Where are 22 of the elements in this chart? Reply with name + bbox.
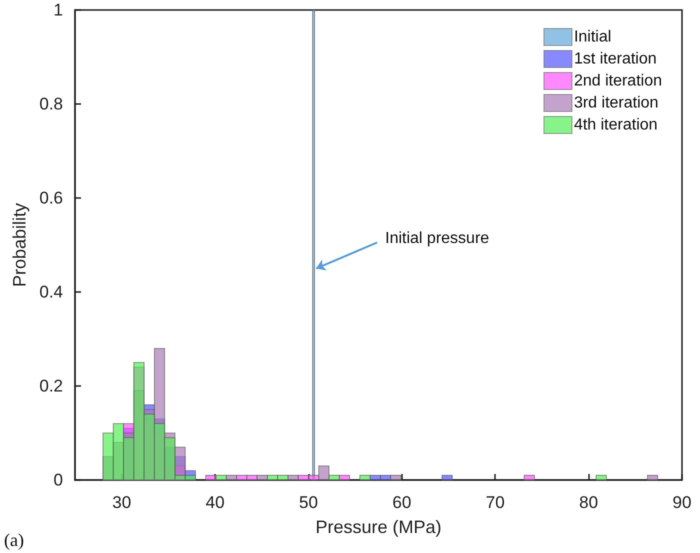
- x-tick-label: 60: [392, 493, 412, 512]
- x-tick-label: 70: [486, 493, 505, 512]
- y-tick-label: 0.4: [39, 282, 63, 302]
- y-tick-label: 0: [54, 470, 63, 490]
- x-tick-label: 50: [299, 493, 318, 512]
- annotation: Initial pressure: [385, 230, 490, 247]
- y-tick-label: 0.2: [39, 376, 63, 396]
- text: (a): [4, 530, 24, 550]
- legend-label: Initial: [574, 28, 612, 46]
- legend-label: 3rd iteration: [574, 94, 658, 112]
- x-axis-title: Pressure (MPa): [315, 517, 442, 537]
- y-tick-label: 1: [54, 0, 63, 20]
- legend-label: 2nd iteration: [574, 72, 662, 90]
- x-tick-label: 30: [112, 493, 132, 512]
- x-tick-label: 90: [672, 493, 692, 512]
- y-tick-label: 0.6: [39, 188, 63, 208]
- y-tick-label: 0.8: [39, 94, 63, 114]
- x-tick-label: 40: [206, 493, 225, 512]
- legend-label: 4th iteration: [574, 116, 658, 134]
- legend-label: 1st iteration: [574, 50, 657, 68]
- x-tick-label: 80: [579, 493, 598, 512]
- y-axis-title: Probability: [9, 202, 30, 288]
